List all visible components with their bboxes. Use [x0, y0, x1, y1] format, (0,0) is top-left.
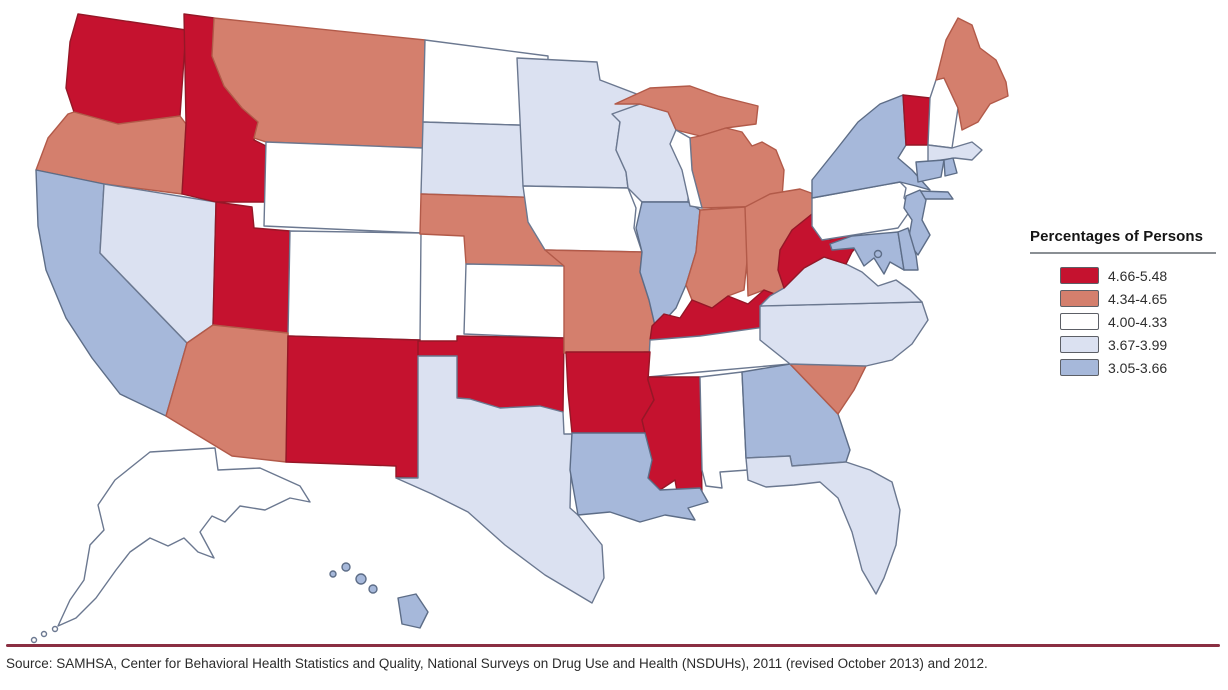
state-new-mexico: [285, 335, 421, 479]
legend-label: 3.67-3.99: [1108, 336, 1168, 353]
legend-title: Percentages of Persons: [1030, 228, 1204, 245]
legend-label: 3.05-3.66: [1108, 359, 1168, 376]
state-colorado: [287, 230, 422, 341]
district-of-columbia: [873, 249, 883, 259]
legend-label: 4.66-5.48: [1108, 267, 1168, 284]
lake-michigan: [669, 129, 703, 209]
state-alaska: [57, 447, 311, 627]
state-arizona: [165, 324, 289, 463]
state-vermont: [902, 94, 931, 146]
legend-item: 3.05-3.66: [1030, 356, 1216, 379]
legend-item: 4.00-4.33: [1030, 310, 1216, 333]
state-washington: [65, 13, 187, 125]
legend-swatch-light-blue: [1060, 336, 1099, 353]
state-rhode-island: [943, 157, 958, 177]
state-alabama: [699, 371, 749, 489]
legend-label: 4.34-4.65: [1108, 290, 1168, 307]
state-hawaii-island: [368, 584, 378, 594]
legend-item: 3.67-3.99: [1030, 333, 1216, 356]
footer-divider-line: [6, 644, 1220, 647]
state-hawaii-island: [341, 562, 351, 572]
legend-item: 4.34-4.65: [1030, 287, 1216, 310]
state-kansas: [463, 263, 567, 339]
state-hawaii-island: [329, 570, 337, 578]
legend-divider: [1030, 252, 1216, 254]
legend-swatch-white: [1060, 313, 1099, 330]
state-michigan-upper-peninsula: [614, 85, 759, 137]
aleutian-island-dot: [30, 636, 38, 644]
state-hawaii-big-island: [397, 593, 429, 629]
state-north-carolina: [759, 301, 929, 367]
legend-swatch-medium-blue: [1060, 359, 1099, 376]
state-hawaii-island: [355, 573, 367, 585]
state-florida: [745, 455, 901, 595]
state-wyoming: [263, 141, 424, 234]
source-citation: Source: SAMHSA, Center for Behavioral He…: [6, 656, 988, 671]
state-texas: [395, 355, 605, 604]
state-delaware: [897, 227, 919, 271]
legend-item: 4.66-5.48: [1030, 264, 1216, 287]
aleutian-island-dot: [51, 625, 59, 633]
state-maine: [935, 17, 1009, 131]
legend-swatch-salmon: [1060, 290, 1099, 307]
aleutian-island-dot: [40, 630, 48, 638]
state-maryland: [829, 231, 905, 275]
state-iowa: [522, 185, 643, 253]
state-connecticut: [915, 159, 945, 183]
legend-label: 4.00-4.33: [1108, 313, 1168, 330]
map-legend: Percentages of Persons 4.66-5.48 4.34-4.…: [1030, 228, 1216, 379]
state-louisiana: [569, 432, 709, 523]
state-new-york: [811, 94, 931, 199]
state-arkansas: [565, 351, 655, 434]
legend-swatch-dark-red: [1060, 267, 1099, 284]
